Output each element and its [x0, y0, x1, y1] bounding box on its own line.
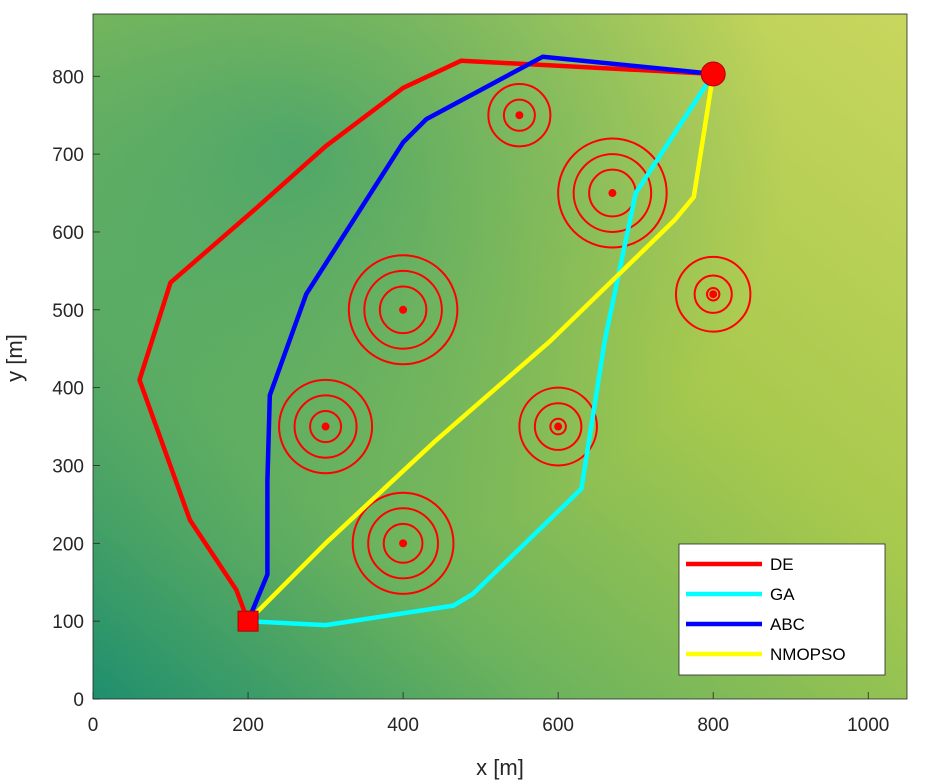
series-line-nmopso — [245, 71, 716, 624]
x-tick-label: 200 — [232, 715, 264, 736]
y-tick-label: 400 — [52, 379, 84, 400]
threat-zone — [518, 386, 598, 467]
threat-ring — [309, 409, 343, 444]
threat-center — [709, 290, 718, 299]
legend-label: ABC — [770, 615, 805, 634]
series-line-abc — [245, 54, 716, 624]
threat-zone — [278, 378, 374, 475]
threat-ring — [693, 274, 733, 314]
series-line-de — [137, 58, 716, 624]
series-line-ga — [245, 71, 716, 628]
y-tick-label: 300 — [52, 456, 84, 477]
y-tick-labels: 0 100 200 300 400 500 600 700 800 — [52, 67, 84, 711]
y-axis-title: y [m] — [2, 334, 27, 382]
threat-ring — [278, 378, 374, 475]
threat-center — [515, 111, 524, 120]
y-tick-label: 0 — [73, 690, 84, 711]
x-axis-title: x [m] — [476, 755, 524, 780]
x-tick-label: 800 — [697, 715, 729, 736]
x-tick-label: 400 — [387, 715, 419, 736]
y-tick-label: 600 — [52, 223, 84, 244]
threat-center — [608, 189, 617, 198]
threat-zone — [674, 255, 752, 333]
threat-ring — [378, 285, 428, 335]
y-tick-label: 700 — [52, 145, 84, 166]
x-tick-label: 1000 — [847, 715, 889, 736]
threat-zone — [487, 83, 552, 148]
threat-ring — [382, 522, 424, 564]
y-tick-label: 800 — [52, 67, 84, 88]
threat-ring — [705, 287, 721, 302]
threat-ring — [487, 83, 552, 148]
legend: DE GA ABC NMOPSO — [678, 543, 886, 676]
threat-ring — [674, 255, 752, 333]
threat-ring — [557, 137, 668, 249]
threat-zone — [557, 137, 668, 249]
threat-ring — [351, 491, 455, 595]
terrain-background — [93, 14, 907, 699]
threat-ring — [363, 269, 443, 350]
threat-zone — [351, 491, 455, 595]
threat-ring — [518, 386, 598, 467]
threat-ring — [347, 254, 459, 366]
x-tick-label: 0 — [88, 715, 99, 736]
legend-label: GA — [770, 585, 795, 604]
y-tick-label: 500 — [52, 301, 84, 322]
threat-ring — [293, 394, 358, 459]
threat-center — [554, 422, 563, 431]
x-tick-labels: 0 200 400 600 800 1000 — [88, 715, 890, 736]
legend-label: NMOPSO — [770, 645, 846, 664]
start-marker — [237, 610, 259, 632]
endpoint-markers — [237, 61, 726, 632]
legend-label: DE — [770, 555, 794, 574]
axes — [92, 13, 908, 700]
path-series — [137, 54, 716, 628]
threat-center — [321, 422, 330, 431]
goal-marker — [700, 61, 726, 87]
y-tick-label: 200 — [52, 534, 84, 555]
y-tick-label: 100 — [52, 612, 84, 633]
threat-ring — [367, 507, 439, 580]
threat-ring — [549, 417, 567, 436]
threat-ring — [502, 98, 536, 132]
threat-center — [399, 305, 408, 314]
threat-ring — [533, 402, 583, 451]
threat-zone — [347, 254, 459, 366]
threat-ring — [572, 153, 653, 233]
x-tick-label: 600 — [542, 715, 574, 736]
threat-zones — [278, 83, 752, 595]
threat-center — [399, 539, 408, 548]
